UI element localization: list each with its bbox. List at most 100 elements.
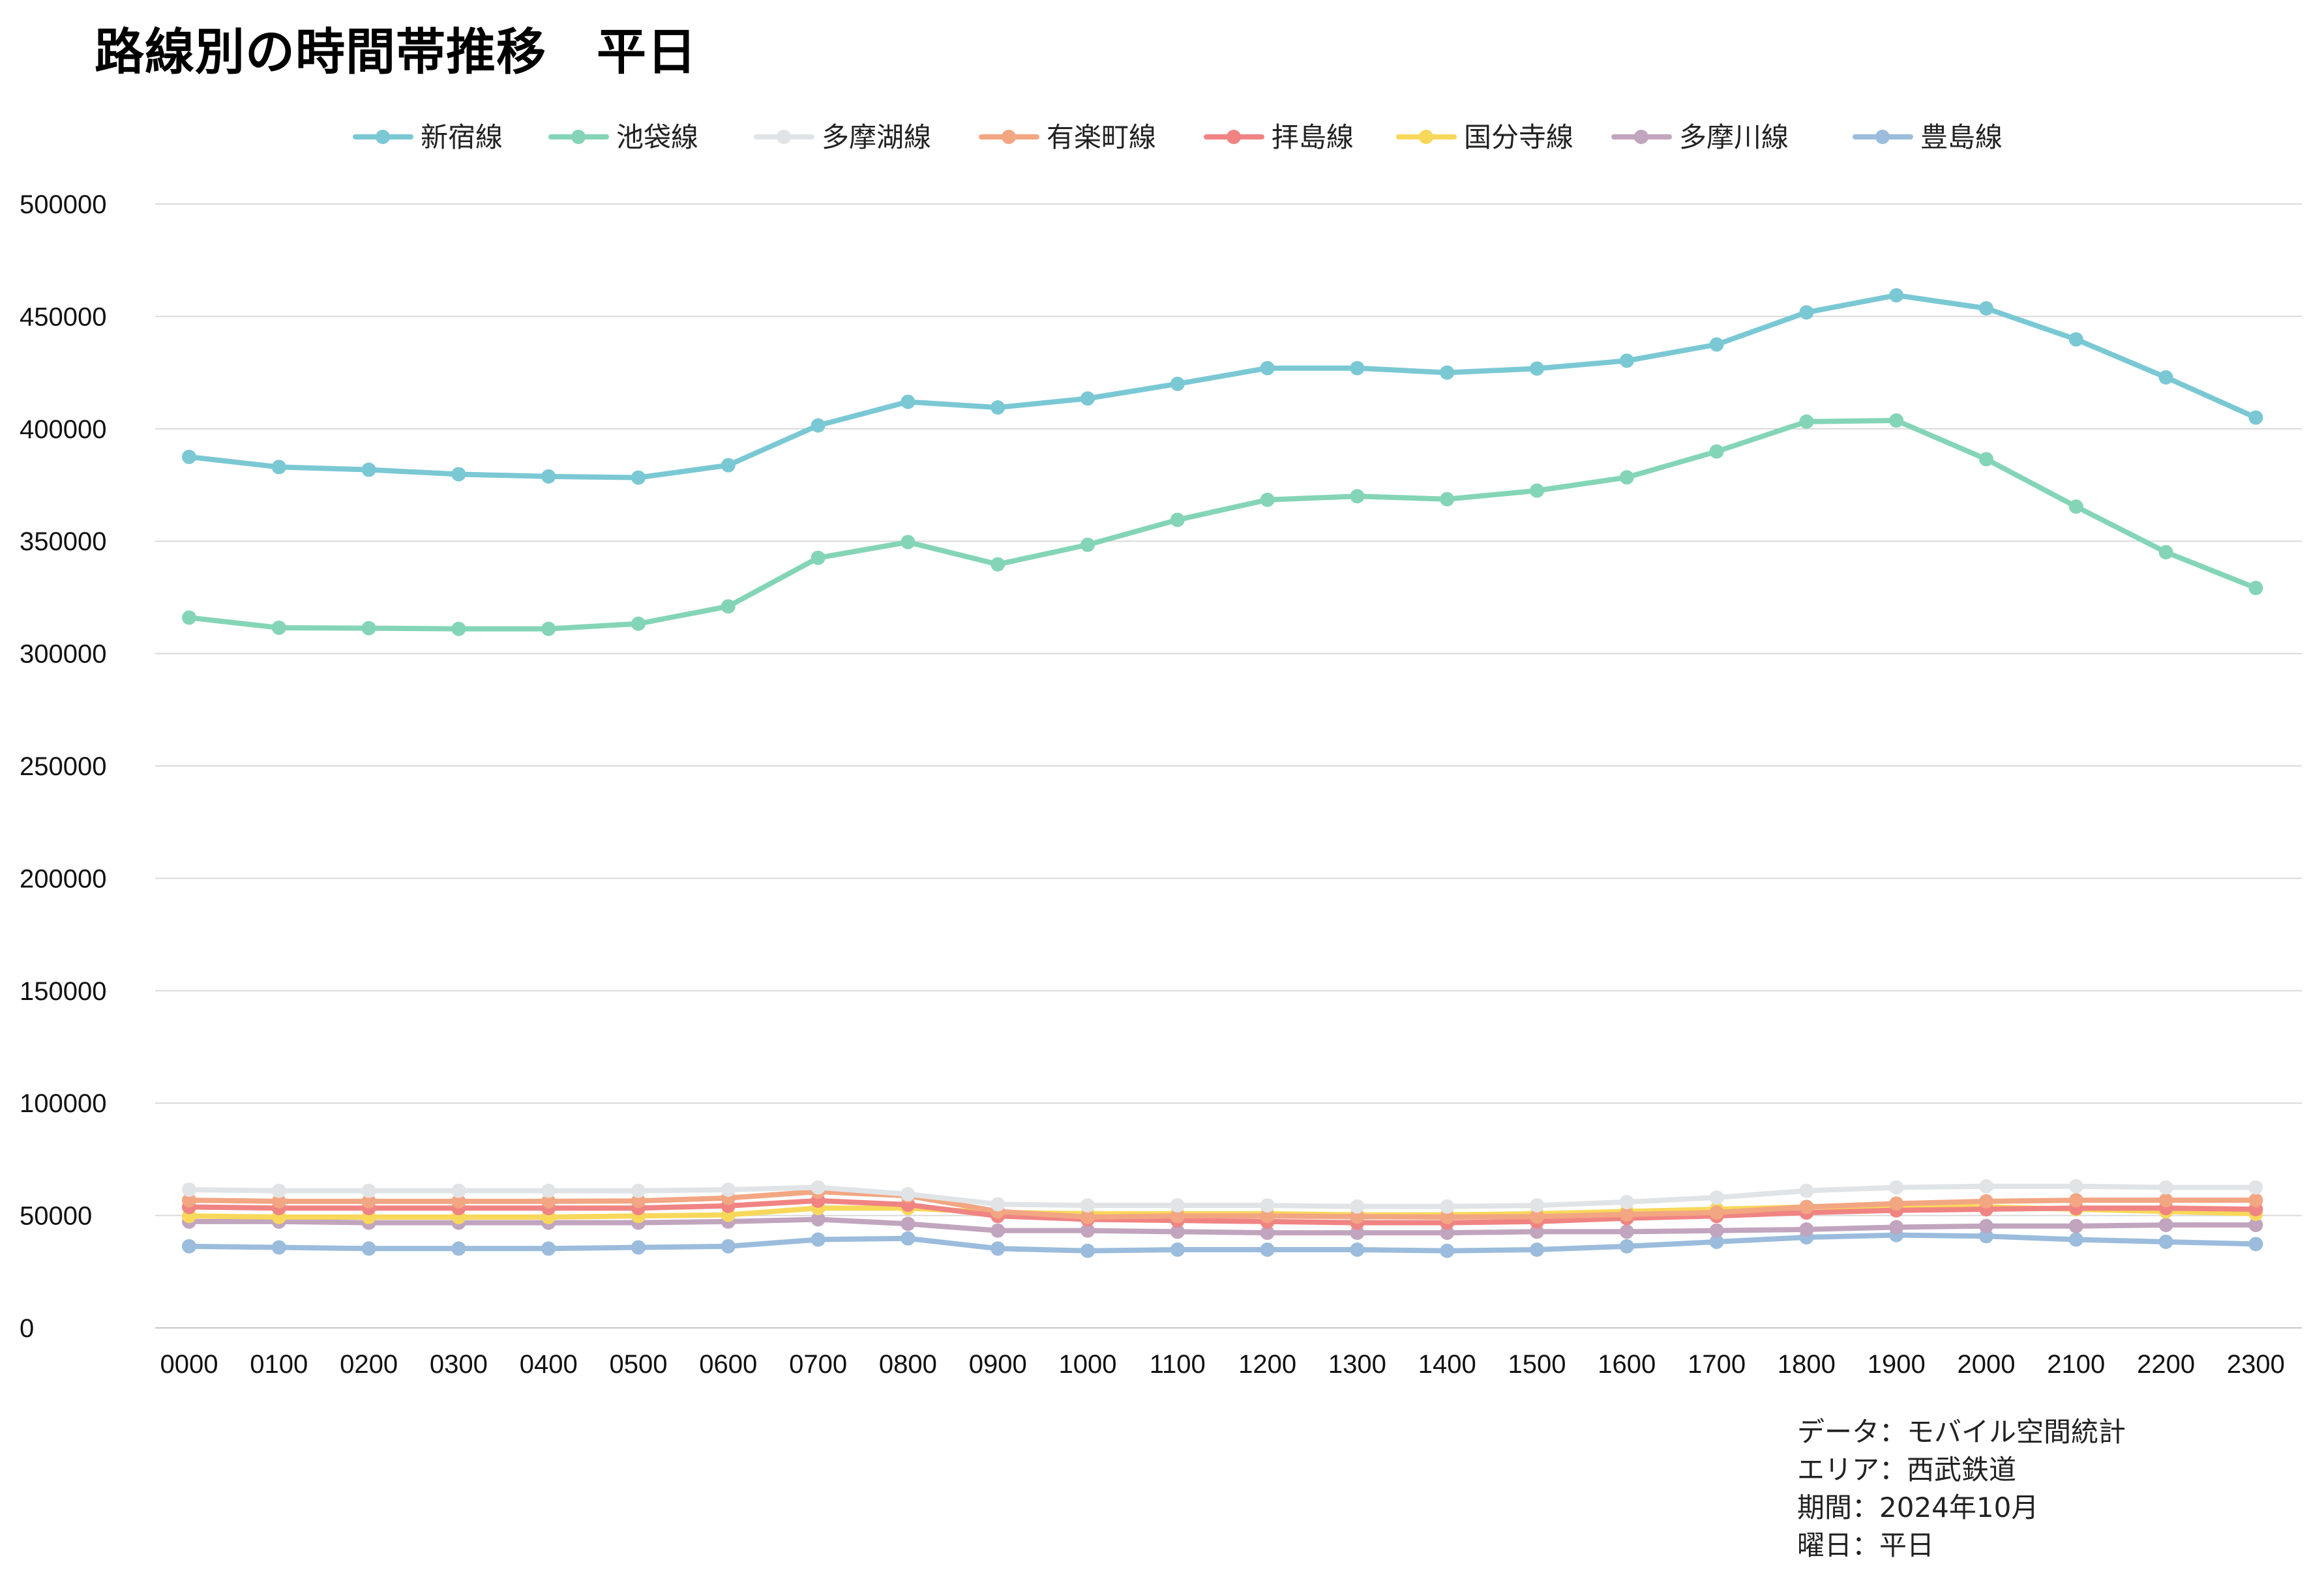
legend-label: 多摩川線 <box>1679 121 1789 153</box>
data-point <box>1709 337 1724 352</box>
legend-label: 多摩湖線 <box>822 121 931 153</box>
data-point <box>1260 1209 1275 1224</box>
data-point <box>721 458 736 473</box>
data-point <box>1619 1239 1634 1254</box>
series-line <box>186 1216 2259 1236</box>
series-新宿線 <box>182 287 2263 485</box>
data-point <box>1440 1199 1455 1214</box>
data-point <box>1080 391 1095 406</box>
data-point <box>541 469 556 484</box>
x-tick-label: 0100 <box>250 1350 308 1379</box>
data-point <box>451 621 466 636</box>
data-point <box>1709 1205 1724 1220</box>
data-point <box>811 550 826 565</box>
y-tick-label: 300000 <box>20 640 106 669</box>
data-point <box>1170 376 1185 391</box>
legend-item: 新宿線 <box>353 121 503 153</box>
data-point <box>811 1212 826 1227</box>
data-point <box>182 610 196 625</box>
data-point <box>1260 492 1275 507</box>
data-point <box>1170 1198 1185 1213</box>
series-line <box>186 1189 2259 1220</box>
x-tick-label: 2200 <box>2137 1350 2195 1379</box>
data-point <box>1350 1242 1365 1257</box>
data-point <box>271 1194 286 1209</box>
data-point <box>1170 512 1185 527</box>
data-point <box>1260 1242 1275 1257</box>
data-point <box>2068 1193 2083 1208</box>
x-tick-label: 1000 <box>1059 1350 1117 1379</box>
data-point <box>1889 287 1904 302</box>
x-tick-label: 1600 <box>1598 1350 1656 1379</box>
data-point <box>1170 1209 1185 1224</box>
y-tick-label: 100000 <box>20 1089 106 1118</box>
data-point <box>1080 1223 1095 1238</box>
data-point <box>451 1194 466 1209</box>
data-point <box>901 1216 916 1231</box>
legend-item: 多摩湖線 <box>754 121 931 153</box>
data-point <box>361 1241 376 1256</box>
x-tick-label: 0800 <box>879 1350 937 1379</box>
chart-title: 路線別の時間帯推移 平日 <box>95 23 697 81</box>
data-point <box>1350 1209 1365 1224</box>
x-tick-label: 0200 <box>340 1350 398 1379</box>
source-notes: データ：モバイル空間統計 エリア：西武鉄道 期間：2024年10月 曜日：平日 <box>1797 1413 2126 1565</box>
data-point <box>1799 1183 1814 1198</box>
data-point <box>901 394 916 409</box>
series-池袋線 <box>182 413 2263 636</box>
data-point <box>1260 1198 1275 1213</box>
legend-swatch-marker <box>1419 130 1433 144</box>
x-tick-label: 1800 <box>1778 1350 1836 1379</box>
data-point <box>1170 1224 1185 1239</box>
data-point <box>1979 1179 1993 1194</box>
series-lines <box>182 287 2263 1258</box>
legend-label: 豊島線 <box>1920 121 2003 153</box>
data-point <box>1350 360 1365 375</box>
legend: 新宿線 池袋線 多摩湖線 有楽町線 拝島線 国分寺線 多摩川線 豊島線 <box>353 121 2003 153</box>
data-point <box>1619 470 1634 485</box>
data-point <box>631 1183 646 1198</box>
data-point <box>1530 483 1544 498</box>
data-point <box>2248 1237 2263 1252</box>
data-point <box>361 1194 376 1209</box>
legend-swatch-marker <box>1002 130 1016 144</box>
note-period: 期間：2024年10月 <box>1797 1492 2039 1523</box>
x-tick-label: 1500 <box>1508 1350 1566 1379</box>
data-point <box>631 1194 646 1209</box>
data-point <box>811 1232 826 1247</box>
data-point <box>541 1183 556 1198</box>
data-point <box>1709 1223 1724 1238</box>
legend-item: 池袋線 <box>548 121 698 153</box>
legend-label: 池袋線 <box>616 121 698 153</box>
data-point <box>1619 1224 1634 1239</box>
data-point <box>721 1239 736 1254</box>
legend-swatch-marker <box>571 130 586 144</box>
x-tick-label: 2100 <box>2047 1350 2105 1379</box>
series-多摩湖線 <box>182 1179 2263 1214</box>
x-tick-label: 0500 <box>610 1350 668 1379</box>
data-point <box>1979 1229 1993 1244</box>
data-point <box>1530 361 1544 376</box>
data-point <box>182 1193 196 1208</box>
data-point <box>451 1241 466 1256</box>
series-line <box>186 1183 2259 1209</box>
legend-item: 豊島線 <box>1853 121 2003 153</box>
data-point <box>2248 580 2263 595</box>
legend-item: 多摩川線 <box>1611 121 1789 153</box>
data-point <box>1440 492 1455 507</box>
data-point <box>361 1183 376 1198</box>
x-tick-label: 2000 <box>1958 1350 2016 1379</box>
data-point <box>1080 1210 1095 1225</box>
x-tick-label: 1400 <box>1418 1350 1476 1379</box>
data-point <box>1440 1210 1455 1225</box>
data-point <box>1619 1207 1634 1222</box>
y-tick-label: 150000 <box>20 977 106 1006</box>
data-point <box>1889 413 1904 428</box>
y-tick-label: 400000 <box>20 415 106 444</box>
data-point <box>1530 1242 1544 1257</box>
legend-item: 拝島線 <box>1204 121 1354 153</box>
data-point <box>2158 1234 2173 1249</box>
data-point <box>1619 1194 1634 1209</box>
x-axis-ticks: 0000 0100 0200 0300 0400 0500 0600 0700 0800 0900… <box>160 1350 2285 1379</box>
data-point <box>1440 1243 1455 1258</box>
